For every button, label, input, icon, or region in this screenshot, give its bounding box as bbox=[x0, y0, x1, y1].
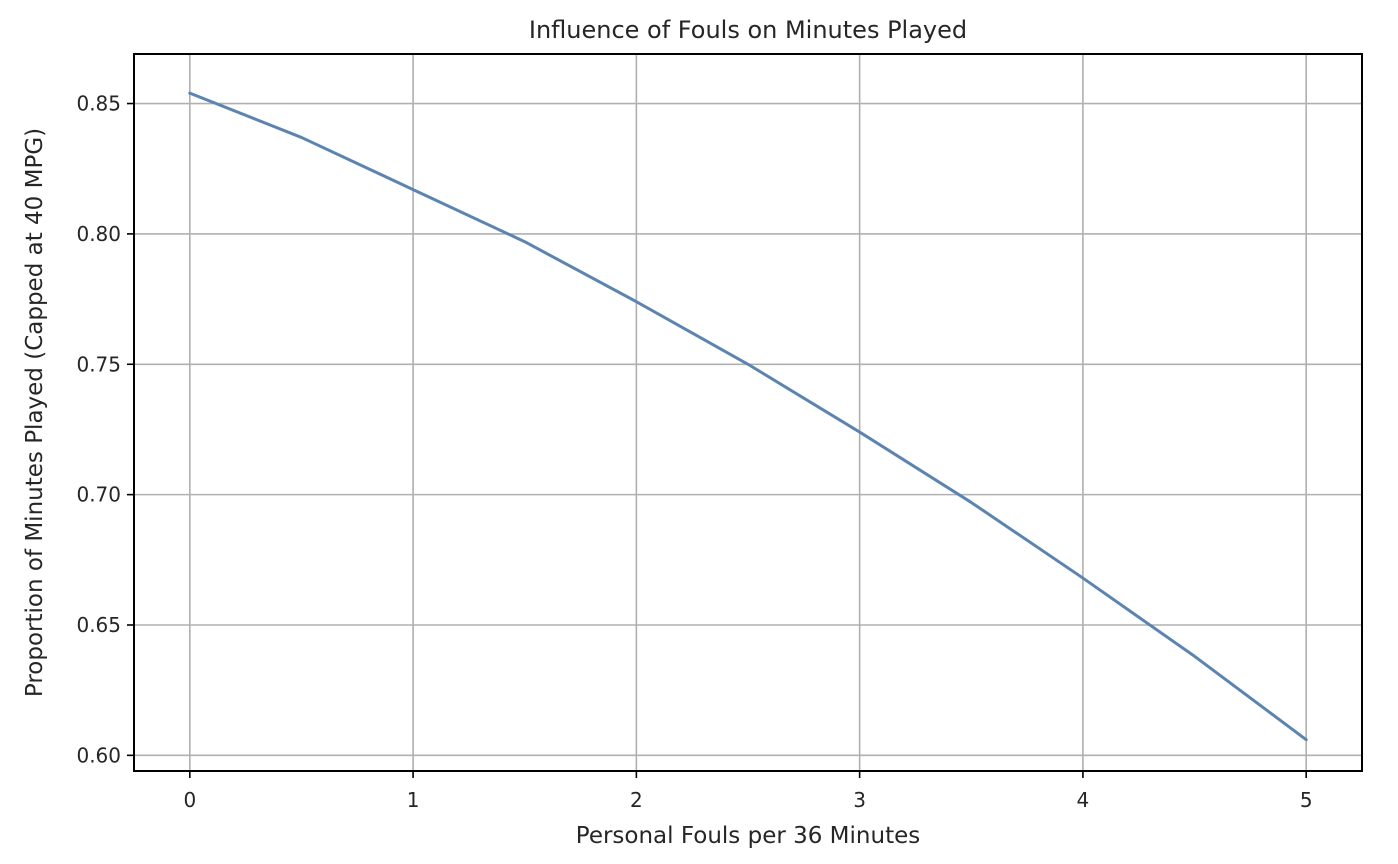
ticks: 0 1 2 3 4 5 0.60 0.65 0.70 0.75 0.80 0.85 bbox=[76, 92, 1312, 812]
x-tick-label: 4 bbox=[1077, 788, 1090, 812]
x-tick-label: 1 bbox=[407, 788, 420, 812]
series-layer bbox=[188, 91, 1308, 742]
y-tick-label: 0.65 bbox=[76, 613, 121, 637]
y-tick-label: 0.80 bbox=[76, 222, 121, 246]
y-tick-label: 0.85 bbox=[76, 92, 121, 116]
plot-frame bbox=[133, 53, 1363, 772]
x-tick-label: 5 bbox=[1300, 788, 1313, 812]
y-axis-title: Proportion of Minutes Played (Capped at … bbox=[22, 128, 48, 697]
chart-title: Influence of Fouls on Minutes Played bbox=[529, 16, 967, 44]
x-axis-title: Personal Fouls per 36 Minutes bbox=[576, 823, 920, 849]
y-tick-label: 0.75 bbox=[76, 352, 121, 376]
y-tick-label: 0.70 bbox=[76, 483, 121, 507]
x-tick-label: 3 bbox=[853, 788, 866, 812]
x-tick-label: 0 bbox=[183, 788, 196, 812]
series-line bbox=[188, 91, 1308, 742]
y-tick-label: 0.60 bbox=[76, 743, 121, 767]
x-tick-label: 2 bbox=[630, 788, 643, 812]
grid bbox=[134, 54, 1362, 771]
